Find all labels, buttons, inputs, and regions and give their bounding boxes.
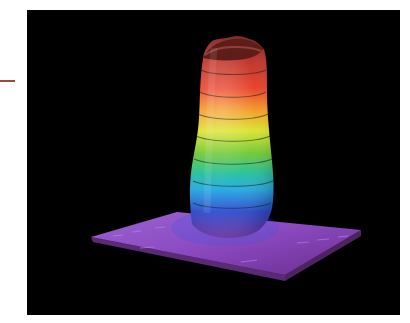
- beam-column-shading: [189, 35, 274, 239]
- contour-rings: [192, 69, 274, 209]
- side-marker-line: [0, 80, 15, 82]
- base-right-edge: [285, 230, 361, 281]
- surface-plot-svg: [91, 35, 361, 281]
- base-front-edge: [91, 237, 285, 281]
- base-noise: [112, 226, 349, 263]
- beam-top-ridge: [204, 45, 262, 56]
- surface-plot-panel: [27, 10, 400, 315]
- beam-top-cap: [203, 38, 263, 61]
- column-highlight: [203, 47, 218, 214]
